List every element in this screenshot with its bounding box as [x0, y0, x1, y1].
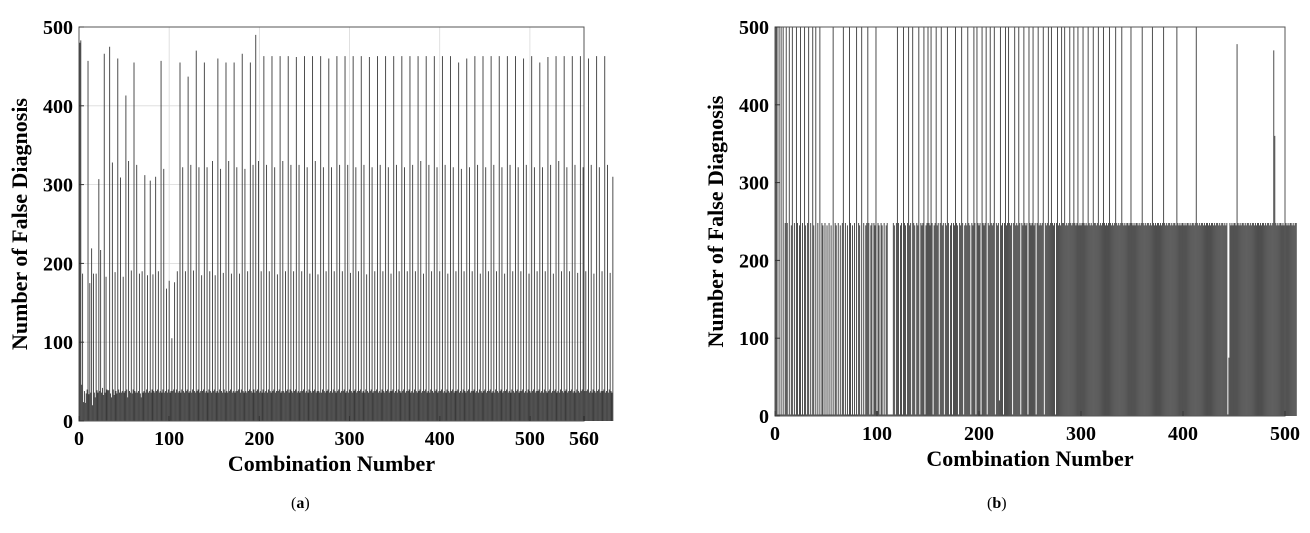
y-tick-label: 100	[43, 332, 73, 354]
x-tick-label: 0	[770, 423, 780, 445]
y-tick-label: 500	[739, 17, 769, 39]
x-tick-label: 560	[569, 428, 599, 450]
x-axis-label: Combination Number	[926, 446, 1133, 471]
caption-b: (b)	[987, 495, 1007, 512]
x-tick-label: 100	[862, 423, 892, 445]
bar-series	[79, 34, 614, 421]
x-tick-label: 300	[1066, 423, 1096, 445]
x-tick-label: 400	[1168, 423, 1198, 445]
bar-series	[775, 27, 1297, 416]
x-tick-label: 500	[1270, 423, 1300, 445]
y-tick-label: 300	[43, 175, 73, 197]
chart-panel-b: 0 100 200 300 400 500 0 100 200 300 400 500 Combinat…	[655, 0, 1310, 533]
y-tick-label: 400	[43, 96, 73, 118]
y-tick-label: 500	[43, 17, 73, 39]
caption-a: (a)	[291, 495, 310, 512]
x-tick-label: 300	[335, 428, 365, 450]
axes-box	[78, 26, 585, 422]
y-tick-label: 0	[63, 411, 73, 433]
chart-panel-a: 0 100 200 300 400 500 0 100 200 300 400 500 560 Combi…	[7, 17, 614, 512]
chart-b: 0 100 200 300 400 500 0 100 200 300 400 500 Combinat…	[703, 17, 1300, 471]
x-axis-label: Combination Number	[228, 451, 435, 476]
y-tick-label: 200	[739, 250, 769, 272]
x-tick-label: 200	[964, 423, 994, 445]
y-tick-label: 0	[759, 406, 769, 428]
y-tick-label: 200	[43, 253, 73, 275]
axes-box	[774, 26, 1286, 417]
y-tick-label: 300	[739, 173, 769, 195]
y-axis-label: Number of False Diagnosis	[7, 98, 32, 350]
x-tick-label: 400	[425, 428, 455, 450]
x-tick-label: 200	[244, 428, 274, 450]
x-tick-label: 0	[74, 428, 84, 450]
x-tick-label: 500	[515, 428, 545, 450]
chart-a: 0 100 200 300 400 500 0 100 200 300 400 500 560 Combi…	[7, 17, 614, 476]
x-tick-label: 100	[154, 428, 184, 450]
y-axis-label: Number of False Diagnosis	[703, 95, 728, 347]
y-tick-label: 100	[739, 328, 769, 350]
y-tick-label: 400	[739, 95, 769, 117]
